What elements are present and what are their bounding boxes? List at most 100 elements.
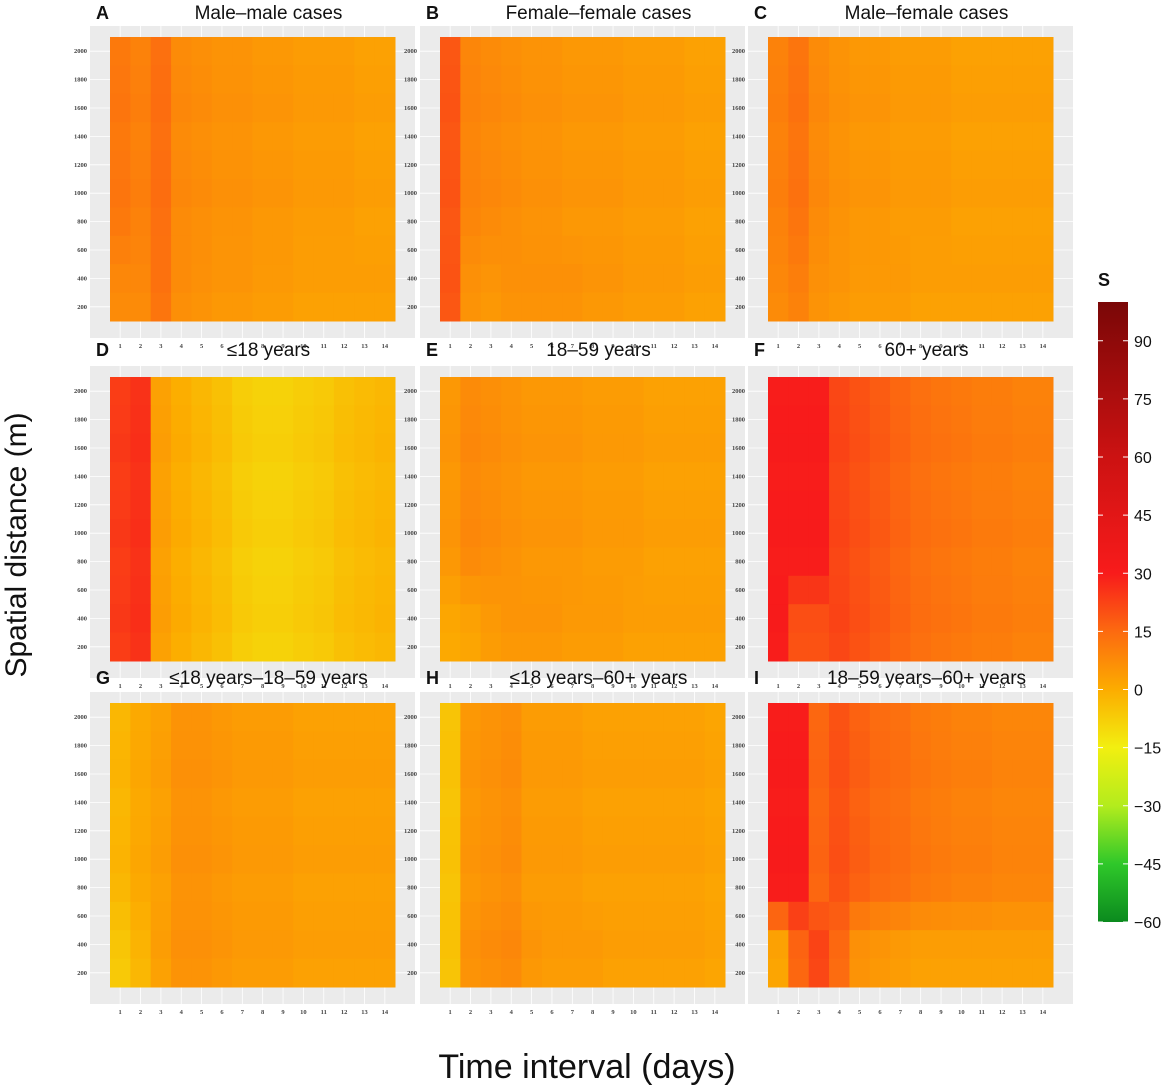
y-tick-label: 1200: [404, 162, 417, 169]
heatmap-cell: [971, 845, 993, 874]
heatmap-cell: [171, 264, 192, 294]
heatmap-cell: [521, 264, 543, 294]
heatmap-cell: [684, 37, 706, 66]
heatmap-cell: [171, 179, 192, 208]
heatmap-cell: [501, 958, 522, 988]
heatmap-cell: [582, 816, 604, 846]
heatmap-cell: [849, 604, 871, 634]
heatmap-cell: [582, 873, 604, 903]
heatmap-cell: [252, 462, 274, 492]
x-tick-label: 14: [712, 1009, 719, 1016]
heatmap-cell: [562, 405, 583, 435]
heatmap-cell: [704, 292, 726, 322]
heatmap-cell: [252, 150, 274, 180]
heatmap-cell: [541, 575, 563, 605]
heatmap-cell: [252, 519, 274, 548]
heatmap-cell: [623, 958, 645, 988]
heatmap-cell: [991, 235, 1013, 265]
x-tick-label: 2: [139, 1009, 142, 1016]
heatmap-cell: [643, 490, 665, 520]
x-tick-label: 8: [919, 683, 923, 690]
heatmap-cell: [333, 519, 355, 548]
heatmap-cell: [951, 207, 973, 237]
heatmap-cell: [951, 816, 973, 846]
heatmap-cell: [130, 575, 152, 605]
heatmap-cell: [232, 519, 253, 548]
heatmap-cell: [663, 150, 685, 180]
heatmap-cell: [440, 604, 461, 634]
heatmap-cell: [808, 604, 830, 634]
heatmap-cell: [808, 405, 830, 435]
heatmap-cell: [910, 37, 932, 66]
heatmap-cell: [171, 575, 192, 605]
heatmap-cell: [930, 930, 952, 960]
heatmap-cell: [130, 292, 152, 322]
heatmap-cell: [232, 547, 253, 577]
heatmap-cell: [501, 575, 522, 605]
panel-title: ≤18 years: [227, 340, 310, 361]
heatmap-cell: [501, 179, 522, 208]
heatmap-cell: [130, 122, 152, 152]
heatmap-cell: [663, 958, 685, 988]
heatmap-cell: [293, 179, 315, 208]
heatmap-cell: [1012, 490, 1034, 520]
heatmap-cell: [849, 264, 871, 294]
heatmap-cell: [521, 292, 543, 322]
heatmap-cell: [684, 179, 706, 208]
heatmap-cell: [374, 519, 396, 548]
panels-layer: 1 2 3 4 5 6 7 8 9 10 11 12 13 14200018001600140012001…: [74, 3, 1073, 1016]
heatmap-cell: [643, 731, 665, 761]
heatmap-cell: [991, 873, 1013, 903]
heatmap-cell: [171, 433, 192, 463]
heatmap-cell: [663, 759, 685, 789]
x-tick-label: 13: [691, 1009, 698, 1016]
heatmap-cell: [480, 930, 502, 960]
heatmap-cell: [252, 816, 274, 846]
heatmap-cell: [602, 405, 624, 435]
heatmap-cell: [333, 816, 355, 846]
y-tick-label: 1400: [74, 133, 87, 140]
heatmap-cell: [211, 377, 233, 406]
heatmap-cell: [521, 845, 543, 874]
heatmap-cell: [704, 264, 726, 294]
x-tick-label: 12: [671, 1009, 678, 1016]
y-tick-label: 1000: [404, 190, 417, 197]
heatmap-cell: [354, 37, 376, 66]
heatmap-cell: [869, 930, 891, 960]
heatmap-cell: [890, 930, 911, 960]
heatmap-cell: [191, 93, 213, 123]
heatmap-cell: [663, 490, 685, 520]
heatmap-cell: [130, 703, 152, 732]
heatmap-cell: [910, 873, 932, 903]
heatmap-cell: [374, 65, 396, 95]
x-tick-label: 3: [159, 683, 163, 690]
x-tick-label: 14: [382, 683, 389, 690]
heatmap-cell: [808, 731, 830, 761]
heatmap-cell: [930, 235, 952, 265]
x-tick-label: 9: [281, 1009, 285, 1016]
y-tick-label: 600: [77, 913, 87, 920]
heatmap-cell: [808, 519, 830, 548]
heatmap-cell: [130, 873, 152, 903]
heatmap-cell: [562, 759, 583, 789]
heatmap-cell: [663, 93, 685, 123]
x-tick-label: 14: [712, 683, 719, 690]
heatmap-cell: [171, 150, 192, 180]
heatmap-cell: [480, 490, 502, 520]
heatmap-cell: [374, 845, 396, 874]
heatmap-cell: [211, 901, 233, 931]
heatmap-cell: [293, 703, 315, 732]
heatmap-cell: [849, 731, 871, 761]
heatmap-cell: [374, 207, 396, 237]
heatmap-cell: [951, 632, 973, 662]
y-tick-label: 400: [77, 615, 87, 622]
heatmap-cell: [808, 433, 830, 463]
heatmap-cell: [869, 235, 891, 265]
heatmap-cell: [991, 122, 1013, 152]
heatmap-cell: [582, 703, 604, 732]
heatmap-cell: [354, 604, 376, 634]
heatmap-cell: [211, 632, 233, 662]
heatmap-cell: [521, 873, 543, 903]
heatmap-cell: [602, 93, 624, 123]
heatmap-cell: [480, 731, 502, 761]
